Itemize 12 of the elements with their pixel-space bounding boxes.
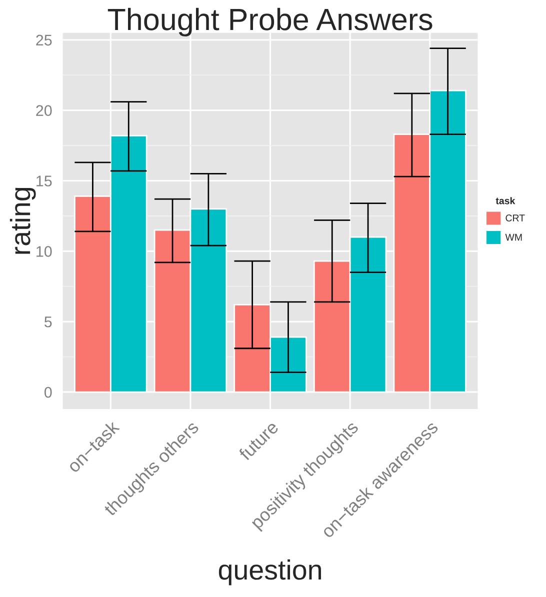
legend-title: task xyxy=(496,197,516,204)
y-tick-label: 25 xyxy=(36,34,52,46)
y-axis-title: rating xyxy=(10,188,36,254)
chart-title: Thought Probe Answers xyxy=(108,8,432,36)
y-tick-label: 10 xyxy=(36,246,52,257)
y-tick-label: 0 xyxy=(44,386,52,398)
y-tick-label: 15 xyxy=(36,176,52,186)
legend-label: CRT xyxy=(506,214,525,222)
y-tick-label: 5 xyxy=(44,316,52,328)
y-tick-label: 20 xyxy=(36,105,52,116)
x-axis-title: question xyxy=(218,559,321,586)
legend-label: WM xyxy=(505,234,522,241)
